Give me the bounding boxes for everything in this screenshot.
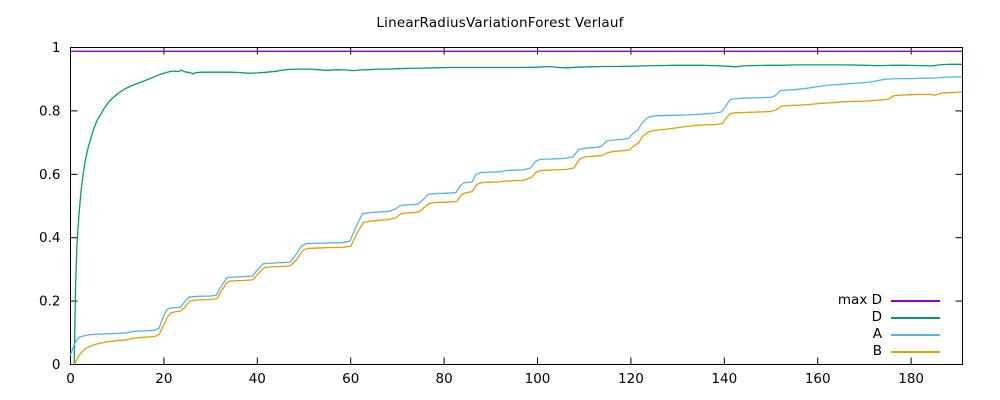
legend-label-d: D [871, 309, 882, 325]
legend-line-a [891, 333, 940, 336]
y-tick-label: 0.2 [39, 294, 60, 310]
x-tick-label: 20 [155, 371, 172, 387]
series-line-b [73, 91, 963, 365]
y-tick-label: 0.4 [39, 230, 60, 246]
legend-line-max-d [891, 299, 940, 302]
y-tick-label: 0.8 [39, 103, 60, 119]
x-tick-label: 40 [249, 371, 266, 387]
y-tick-label: 0 [52, 357, 61, 373]
y-tick-label: 1 [52, 40, 61, 56]
x-tick-label: 140 [711, 371, 737, 387]
x-tick-label: 180 [898, 371, 924, 387]
legend-row-d: D [872, 309, 940, 326]
y-tick-label: 0.6 [39, 167, 60, 183]
legend-row-max-d: max D [838, 292, 940, 309]
legend-line-b [891, 350, 940, 353]
legend-line-d [891, 316, 940, 319]
x-tick-label: 160 [805, 371, 831, 387]
legend: max D D A B [838, 292, 940, 360]
chart-title: LinearRadiusVariationForest Verlauf [376, 15, 624, 31]
x-tick-label: 60 [342, 371, 359, 387]
legend-label-b: B [872, 343, 882, 359]
legend-label-a: A [872, 326, 882, 342]
legend-row-b: B [873, 343, 940, 360]
legend-label-max-d: max D [837, 292, 882, 308]
x-tick-label: 100 [525, 371, 551, 387]
legend-row-a: A [873, 326, 940, 343]
series-line-d [73, 63, 963, 365]
series-line-a [69, 76, 963, 356]
plot-border [70, 47, 963, 365]
x-tick-label: 0 [66, 371, 75, 387]
x-tick-label: 80 [436, 371, 453, 387]
x-tick-label: 120 [618, 371, 644, 387]
